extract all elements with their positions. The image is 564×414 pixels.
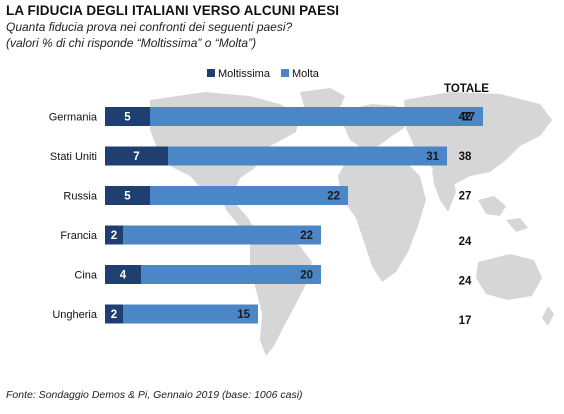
total-value: 38 [459,151,472,163]
total-value: 17 [459,315,472,327]
legend-label-molta: Molta [292,68,320,80]
bar-moltissima [105,146,168,166]
value-label-molta: 22 [327,191,340,203]
value-label-moltissima: 2 [111,230,117,242]
total-value: 24 [459,236,472,248]
bar-molta [141,265,321,284]
value-label-moltissima: 5 [124,191,131,203]
bar-molta [150,186,348,205]
value-label-moltissima: 4 [120,270,127,282]
bar-moltissima [105,265,141,284]
bar-moltissima [105,186,150,205]
total-value: 24 [459,276,472,288]
chart-subtitle: Quanta fiducia prova nei confronti dei s… [6,20,293,34]
totals-header: TOTALE [444,83,489,95]
bar-molta [150,107,483,126]
value-label-moltissima: 7 [133,151,139,163]
category-label: Cina [74,270,98,282]
category-label: Ungheria [52,309,98,321]
value-label-moltissima: 5 [124,112,131,124]
total-value: 42 [459,112,472,124]
category-label: Francia [60,230,98,242]
chart-title: LA FIDUCIA DEGLI ITALIANI VERSO ALCUNI P… [6,3,340,18]
value-label-molta: 20 [300,270,313,282]
value-label-molta: 31 [426,151,439,163]
bar-moltissima [105,225,123,245]
legend-label-moltissima: Moltissima [218,68,271,80]
chart-legend: Moltissima Molta [207,68,320,80]
value-label-molta: 37 [462,112,475,124]
legend-swatch-molta [281,69,289,77]
bar-molta [168,146,447,166]
source-note: Fonte: Sondaggio Demos & Pi, Gennaio 201… [6,389,303,401]
bar-moltissima [105,107,150,126]
value-label-molta: 15 [237,309,250,321]
bar-molta [123,304,258,324]
category-label: Russia [63,191,98,203]
category-label: Germania [49,112,98,124]
value-label-molta: 22 [300,230,313,242]
legend-swatch-moltissima [207,69,215,77]
bar-molta [123,225,321,245]
bar-moltissima [105,304,123,324]
chart-subtitle-note: (valori % di chi risponde “Moltissima” o… [6,36,257,50]
value-label-moltissima: 2 [111,309,117,321]
category-label: Stati Uniti [50,151,97,163]
total-value: 27 [459,191,472,203]
